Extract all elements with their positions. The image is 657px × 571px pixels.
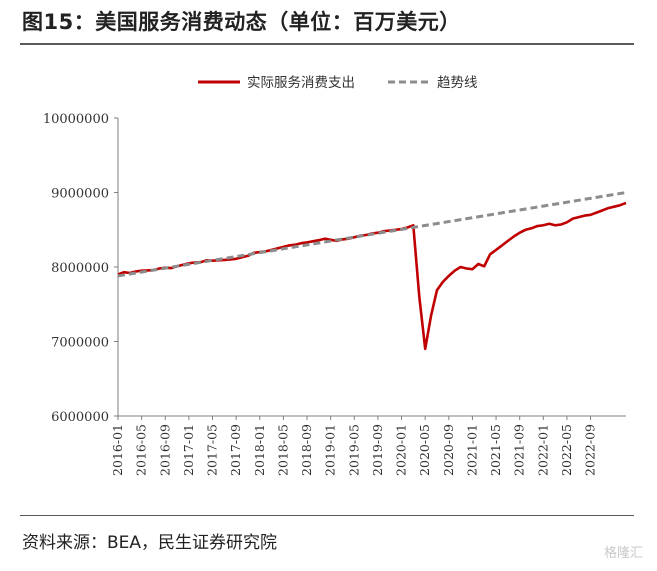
legend-trend-label: 趋势线 xyxy=(437,75,478,91)
x-tick-label: 2021-05 xyxy=(488,424,503,476)
x-tick-label: 2016-01 xyxy=(110,424,125,476)
series-lines xyxy=(117,191,627,351)
x-tick-label: 2017-05 xyxy=(205,424,220,476)
x-tick-label: 2021-09 xyxy=(512,424,527,476)
y-tick-label: 10000000 xyxy=(43,112,109,127)
x-tick-label: 2017-09 xyxy=(228,424,243,476)
legend: 实际服务消费支出 趋势线 xyxy=(198,75,478,91)
legend-actual-label: 实际服务消费支出 xyxy=(247,75,355,91)
x-tick-label: 2022-05 xyxy=(559,424,574,476)
x-tick-label: 2022-01 xyxy=(535,424,550,476)
x-tick-label: 2018-01 xyxy=(252,424,267,476)
x-tick-label: 2016-09 xyxy=(157,424,172,476)
title-divider xyxy=(20,43,634,45)
x-tick-label: 2019-01 xyxy=(323,424,338,476)
x-tick-label: 2022-09 xyxy=(583,424,598,476)
x-tick-label: 2018-09 xyxy=(299,424,314,476)
x-tick-label: 2021-01 xyxy=(464,424,479,476)
x-tick-label: 2019-05 xyxy=(346,424,361,476)
line-chart: 6000000 7000000 8000000 9000000 10000000 201… xyxy=(43,75,627,476)
chart-title: 图15：美国服务消费动态（单位：百万美元） xyxy=(22,10,461,34)
source-note: 资料来源：BEA，民生证券研究院 xyxy=(22,533,278,553)
actual-services-spending-line xyxy=(117,201,627,351)
y-tick-label: 6000000 xyxy=(51,410,109,425)
x-tick-label: 2017-01 xyxy=(181,424,196,476)
y-tick-label: 7000000 xyxy=(51,336,109,351)
y-tick-label: 9000000 xyxy=(51,187,109,202)
trend-line xyxy=(117,191,627,278)
footer-divider xyxy=(20,515,634,516)
axes xyxy=(117,118,626,417)
x-tick-label: 2020-05 xyxy=(417,424,432,476)
y-tick-label: 8000000 xyxy=(51,261,109,276)
watermark: 格隆汇 xyxy=(603,546,643,561)
x-tick-label: 2018-05 xyxy=(275,424,290,476)
x-tick-label: 2019-09 xyxy=(370,424,385,476)
x-tick-label: 2016-05 xyxy=(134,424,149,476)
y-axis-ticks: 6000000 7000000 8000000 9000000 10000000 xyxy=(43,112,118,425)
x-tick-label: 2020-01 xyxy=(394,424,409,476)
x-axis-ticks: 2016-01 2016-05 2016-09 2017-01 2017-05 2017-… xyxy=(110,416,598,476)
x-tick-label: 2020-09 xyxy=(441,424,456,476)
